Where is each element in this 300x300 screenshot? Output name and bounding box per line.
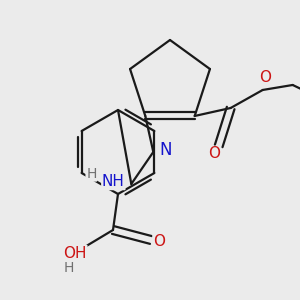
Text: O: O	[259, 70, 271, 86]
Text: OH: OH	[63, 245, 87, 260]
Text: H: H	[64, 261, 74, 275]
Text: O: O	[208, 146, 220, 161]
Text: NH: NH	[102, 175, 125, 190]
Text: N: N	[159, 141, 172, 159]
Text: O: O	[153, 235, 165, 250]
Text: H: H	[86, 167, 97, 181]
